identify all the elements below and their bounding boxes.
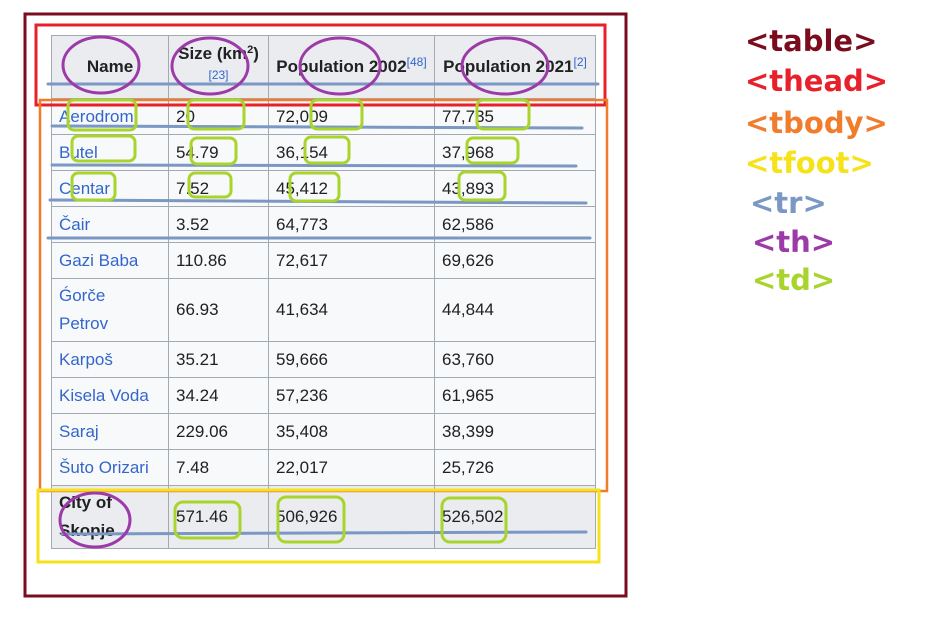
cell-name: Gazi Baba [51,242,169,279]
cell-size: 20 [168,98,269,135]
cell-pop2002: 22,017 [268,449,435,486]
municipality-link[interactable]: Butel [59,142,98,162]
footer-pop2002: 506,926 [268,485,435,549]
table-row: Šuto Orizari 7.48 22,017 25,726 [51,449,596,486]
cell-size: 35.21 [168,341,269,378]
table-row: Karpoš 35.21 59,666 63,760 [51,341,596,378]
cell-pop2021: 63,760 [434,341,596,378]
cell-pop2021: 38,399 [434,413,596,450]
cell-pop2002: 59,666 [268,341,435,378]
cell-name: Centar [51,170,169,207]
cell-pop2021: 69,626 [434,242,596,279]
footer-name: City of Skopje [51,485,169,549]
ref-link[interactable]: [2] [573,55,587,69]
cell-pop2002: 72,617 [268,242,435,279]
cell-size: 7.48 [168,449,269,486]
municipality-link[interactable]: Centar [59,178,111,198]
cell-pop2021: 61,965 [434,377,596,414]
cell-name: Čair [51,206,169,243]
legend-th: <th> [752,225,836,259]
table-row: Ǵorče Petrov 66.93 41,634 44,844 [51,278,596,342]
legend-thead: <thead> [745,64,889,98]
cell-pop2002: 41,634 [268,278,435,342]
cell-size: 229.06 [168,413,269,450]
table-body: Aerodrom 20 72,009 77,735 Butel 54.79 36,154 37… [51,98,596,486]
cell-name: Ǵorče Petrov [51,278,169,342]
footer-row: City of Skopje 571.46 506,926 526,502 [51,485,596,549]
table-head: Name Size (km2)[23] Population 2002[48] … [51,35,596,99]
cell-pop2002: 64,773 [268,206,435,243]
table-foot: City of Skopje 571.46 506,926 526,502 [51,485,596,549]
cell-pop2021: 25,726 [434,449,596,486]
municipality-link[interactable]: Karpoš [59,349,113,369]
legend-tr: <tr> [750,186,827,220]
cell-pop2021: 44,844 [434,278,596,342]
table-row: Butel 54.79 36,154 37,968 [51,134,596,171]
population-table: Name Size (km2)[23] Population 2002[48] … [51,35,596,549]
legend-table: <table> [745,24,878,58]
ref-link[interactable]: [48] [406,55,427,69]
cell-pop2021: 62,586 [434,206,596,243]
cell-pop2021: 37,968 [434,134,596,171]
legend-td: <td> [752,263,836,297]
table-row: Centar 7.52 45,412 43,893 [51,170,596,207]
header-row: Name Size (km2)[23] Population 2002[48] … [51,35,596,99]
cell-name: Saraj [51,413,169,450]
cell-pop2002: 36,154 [268,134,435,171]
cell-pop2002: 35,408 [268,413,435,450]
cell-size: 110.86 [168,242,269,279]
cell-size: 34.24 [168,377,269,414]
header-population-2021: Population 2021[2] [434,35,596,99]
cell-name: Šuto Orizari [51,449,169,486]
cell-pop2021: 43,893 [434,170,596,207]
cell-size: 3.52 [168,206,269,243]
table-row: Čair 3.52 64,773 62,586 [51,206,596,243]
cell-pop2021: 77,735 [434,98,596,135]
cell-pop2002: 57,236 [268,377,435,414]
municipality-link[interactable]: Kisela Voda [59,385,149,405]
cell-name: Butel [51,134,169,171]
footer-size: 571.46 [168,485,269,549]
header-population-2002: Population 2002[48] [268,35,435,99]
municipality-link[interactable]: Ǵorče Petrov [59,286,109,333]
legend-tfoot: <tfoot> [745,146,874,180]
cell-name: Aerodrom [51,98,169,135]
cell-name: Kisela Voda [51,377,169,414]
table-row: Saraj 229.06 35,408 38,399 [51,413,596,450]
municipality-link[interactable]: Šuto Orizari [59,457,149,477]
cell-pop2002: 72,009 [268,98,435,135]
municipality-link[interactable]: Čair [59,214,91,234]
footer-pop2021: 526,502 [434,485,596,549]
municipality-link[interactable]: Saraj [59,421,99,441]
cell-pop2002: 45,412 [268,170,435,207]
cell-name: Karpoš [51,341,169,378]
ref-link[interactable]: [23] [208,68,229,82]
cell-size: 54.79 [168,134,269,171]
municipality-link[interactable]: Gazi Baba [59,250,139,270]
header-name: Name [51,35,169,99]
cell-size: 66.93 [168,278,269,342]
table-row: Gazi Baba 110.86 72,617 69,626 [51,242,596,279]
table-row: Aerodrom 20 72,009 77,735 [51,98,596,135]
legend-tbody: <tbody> [745,106,888,140]
header-size: Size (km2)[23] [168,35,269,99]
table-row: Kisela Voda 34.24 57,236 61,965 [51,377,596,414]
cell-size: 7.52 [168,170,269,207]
municipality-link[interactable]: Aerodrom [59,106,134,126]
